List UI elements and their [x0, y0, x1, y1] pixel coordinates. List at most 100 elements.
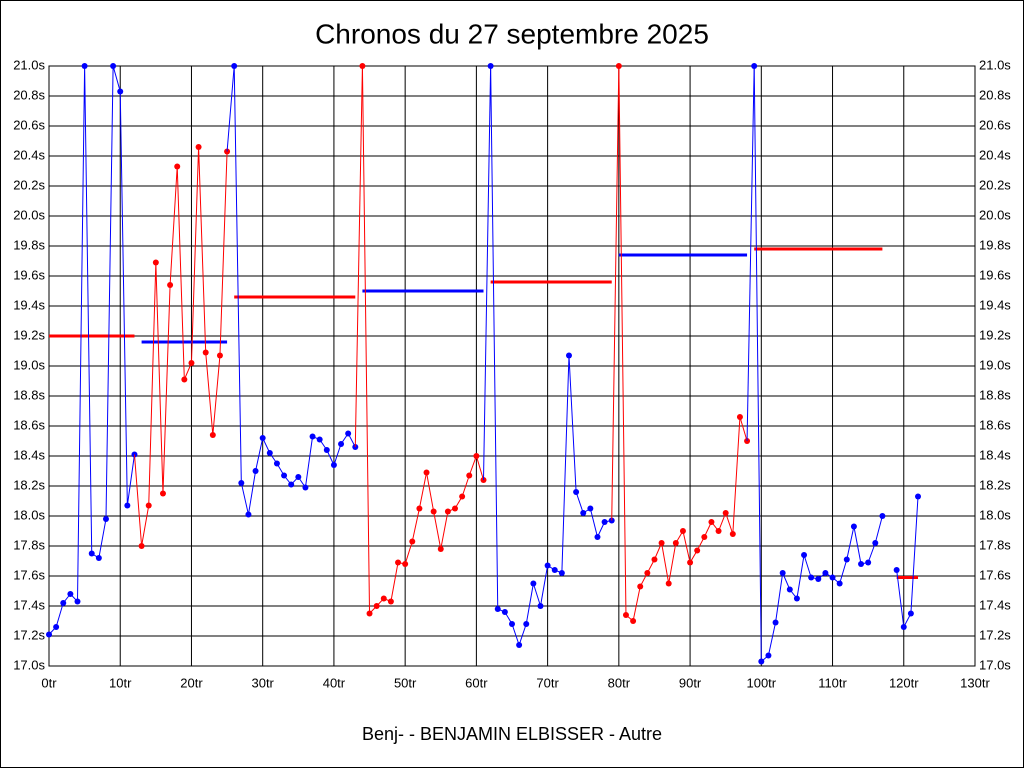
x-tick-label: 110tr — [818, 675, 847, 690]
point — [551, 567, 558, 573]
y-tick-label: 17.0s — [13, 657, 45, 672]
point — [751, 63, 758, 69]
point — [509, 621, 515, 627]
y2-tick-label: 18.2s — [979, 477, 1011, 492]
point — [815, 576, 822, 582]
point — [580, 510, 587, 516]
point — [701, 534, 708, 540]
y-tick-label: 19.0s — [13, 357, 45, 372]
point — [694, 547, 701, 554]
point — [530, 580, 537, 587]
point — [672, 540, 679, 546]
point — [915, 493, 922, 500]
point — [188, 360, 195, 366]
point — [330, 462, 337, 468]
point — [53, 624, 60, 630]
y-tick-label: 17.6s — [13, 567, 45, 582]
point — [466, 472, 473, 479]
x-tick-label: 130tr — [960, 675, 990, 690]
connector — [354, 65, 363, 448]
chart-title: Chronos du 27 septembre 2025 — [315, 18, 709, 49]
point — [630, 618, 637, 624]
y-tick-label: 17.8s — [13, 537, 45, 552]
point — [473, 453, 480, 459]
y2-tick-label: 18.0s — [979, 507, 1011, 522]
point — [459, 493, 466, 500]
point — [544, 562, 551, 569]
point — [722, 510, 729, 516]
point — [323, 447, 330, 453]
point — [74, 598, 81, 605]
point — [594, 534, 601, 540]
point — [444, 508, 451, 515]
series-line — [233, 65, 356, 515]
point — [231, 63, 238, 69]
y2-tick-label: 17.6s — [979, 567, 1011, 582]
point — [893, 567, 900, 573]
point — [430, 508, 437, 515]
y2-tick-label: 20.4s — [979, 147, 1011, 162]
y2-tick-label: 17.8s — [979, 537, 1011, 552]
point — [601, 519, 608, 525]
y2-tick-label: 19.0s — [979, 357, 1011, 372]
point — [622, 612, 629, 618]
y2-tick-label: 18.4s — [979, 447, 1011, 462]
point — [615, 63, 622, 69]
x-tick-label: 60tr — [465, 675, 488, 690]
point — [523, 621, 530, 627]
point — [786, 586, 793, 593]
point — [658, 540, 665, 546]
point — [558, 570, 565, 576]
y-tick-label: 19.2s — [13, 327, 45, 342]
point — [665, 580, 672, 587]
point — [359, 63, 366, 69]
connector — [226, 65, 235, 152]
point — [124, 502, 131, 509]
point — [729, 531, 736, 537]
point — [651, 556, 658, 563]
point — [843, 556, 850, 563]
point — [501, 609, 508, 615]
point — [587, 505, 594, 512]
y2-tick-label: 18.8s — [979, 387, 1011, 402]
point — [195, 144, 202, 150]
y2-tick-label: 21.0s — [979, 57, 1011, 72]
x-tick-label: 90tr — [679, 675, 702, 690]
y2-tick-label: 17.2s — [979, 627, 1011, 642]
point — [60, 600, 67, 606]
point — [167, 282, 174, 288]
point — [452, 505, 459, 512]
point — [423, 469, 430, 476]
point — [858, 561, 865, 567]
point — [772, 619, 779, 626]
point — [238, 480, 245, 486]
point — [865, 559, 872, 566]
y-tick-label: 20.0s — [13, 207, 45, 222]
point — [402, 561, 409, 567]
x-tick-label: 10tr — [109, 675, 132, 690]
point — [281, 472, 288, 479]
point — [252, 468, 259, 474]
point — [537, 603, 544, 609]
y2-tick-label: 19.8s — [979, 237, 1011, 252]
point — [46, 631, 52, 638]
point — [373, 603, 380, 609]
point — [437, 546, 444, 552]
point — [900, 624, 907, 630]
point — [316, 436, 323, 443]
point — [715, 528, 722, 534]
point — [174, 163, 181, 170]
point — [808, 574, 815, 581]
connector — [746, 65, 755, 442]
point — [152, 259, 159, 266]
point — [288, 481, 295, 488]
x-tick-label: 40tr — [323, 675, 346, 690]
point — [573, 489, 580, 495]
y-tick-label: 19.4s — [13, 297, 45, 312]
point — [494, 606, 501, 612]
connector — [483, 65, 492, 481]
point — [88, 550, 95, 557]
point — [416, 505, 423, 512]
point — [822, 570, 829, 576]
